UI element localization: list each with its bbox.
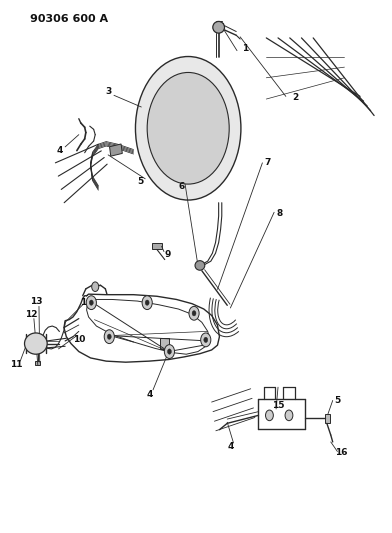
Text: 4: 4 — [57, 146, 63, 155]
Circle shape — [285, 410, 293, 421]
Bar — [152, 243, 162, 249]
Bar — [325, 414, 330, 423]
Circle shape — [265, 410, 273, 421]
Text: 1: 1 — [242, 44, 248, 53]
Circle shape — [145, 300, 149, 305]
Circle shape — [192, 311, 196, 316]
Circle shape — [92, 282, 99, 292]
Text: 5: 5 — [334, 396, 341, 405]
Circle shape — [201, 333, 211, 347]
Text: 9: 9 — [165, 251, 171, 260]
Text: 16: 16 — [335, 448, 348, 457]
Text: 3: 3 — [105, 86, 111, 95]
Ellipse shape — [25, 333, 47, 354]
Ellipse shape — [195, 261, 205, 270]
Text: 14: 14 — [80, 298, 92, 307]
Circle shape — [167, 349, 171, 354]
Text: 11: 11 — [10, 360, 23, 369]
Bar — [109, 144, 122, 156]
Text: 2: 2 — [292, 93, 299, 102]
Circle shape — [189, 306, 199, 320]
Text: 10: 10 — [73, 335, 85, 344]
Circle shape — [142, 296, 152, 310]
Bar — [160, 338, 169, 349]
Bar — [35, 361, 40, 365]
Text: 15: 15 — [272, 401, 284, 410]
Text: 7: 7 — [264, 158, 270, 167]
Text: 4: 4 — [227, 442, 234, 451]
Text: 90306 600 A: 90306 600 A — [30, 14, 108, 25]
Text: 6: 6 — [178, 182, 184, 191]
Circle shape — [89, 300, 93, 305]
Text: 4: 4 — [147, 390, 153, 399]
Ellipse shape — [213, 21, 225, 33]
Ellipse shape — [136, 56, 241, 200]
Circle shape — [107, 334, 111, 340]
Text: 5: 5 — [138, 177, 143, 186]
Circle shape — [164, 345, 174, 359]
Circle shape — [86, 296, 96, 310]
Text: 12: 12 — [25, 310, 37, 319]
Text: 13: 13 — [30, 296, 42, 305]
Ellipse shape — [147, 72, 229, 184]
Text: 8: 8 — [276, 209, 283, 218]
Circle shape — [204, 337, 208, 343]
Circle shape — [104, 330, 114, 344]
